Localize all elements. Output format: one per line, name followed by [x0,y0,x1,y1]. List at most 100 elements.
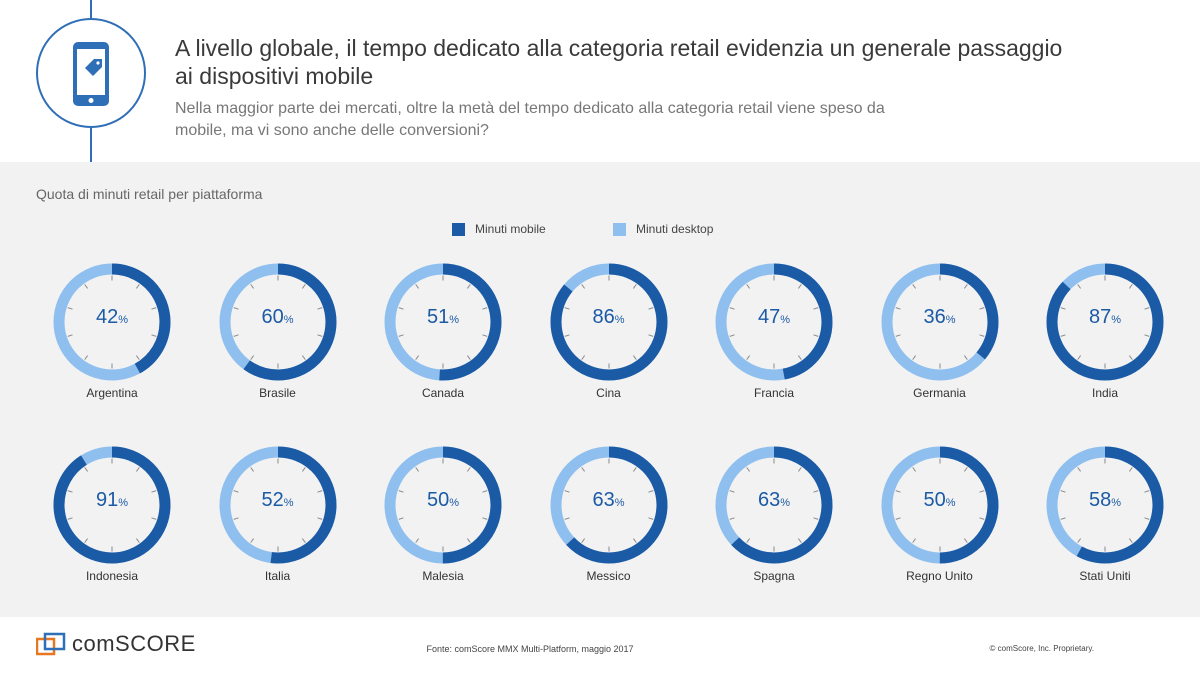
donut-unit: % [283,497,294,509]
tick-mark [963,538,968,543]
tick-mark [398,307,404,310]
donut-unit: % [614,314,625,326]
tick-mark [580,284,585,289]
mobile-shopping-tag-icon [36,18,146,128]
donut-value-label: 58% [1045,489,1165,512]
donut-spagna: 63% Spagna [714,445,834,595]
decorative-line [90,0,92,18]
tick-mark [466,284,471,289]
donut-cina: 86% Cina [549,262,669,412]
tick-mark [1077,284,1082,289]
tick-mark [729,334,735,337]
donut-country-label: Brasile [259,386,296,400]
donut-value: 50 [923,489,946,511]
tick-mark [564,307,570,310]
tick-mark [135,355,140,360]
tick-mark [482,334,488,337]
tick-mark [564,517,570,520]
donut-unit: % [449,314,460,326]
tick-mark [316,517,322,520]
tick-mark [647,517,653,520]
tick-mark [963,467,968,472]
tick-mark [233,307,239,310]
tick-mark [249,284,254,289]
tick-mark [482,490,488,493]
tick-mark [1077,538,1082,543]
chart-title: Quota di minuti retail per piattaforma [36,186,263,202]
donut-value: 91 [95,489,119,511]
donut-value: 36 [923,306,946,328]
tick-mark [84,538,89,543]
mobile-arc [550,446,667,564]
donut-indonesia: 91% Indonesia [52,445,172,595]
tick-mark [564,334,570,337]
donut-country-label: India [1091,386,1119,400]
tick-mark [67,490,73,493]
donut-value-label: 47% [714,306,834,329]
donut-canada: 51% Canada [383,262,503,412]
tick-mark [895,517,901,520]
tick-mark [580,467,585,472]
donut-value: 58 [1088,489,1112,511]
donut-value-label: 60% [218,306,338,329]
tick-mark [482,307,488,310]
mobile-arc [550,263,667,381]
tick-mark [564,490,570,493]
tick-mark [797,284,802,289]
tick-mark [647,307,653,310]
tick-mark [1144,517,1150,520]
tick-mark [151,334,157,337]
donut-value: 87 [1088,306,1112,328]
tick-mark [746,538,751,543]
donut-country-label: Italia [264,569,291,583]
tick-mark [978,490,984,493]
mobile-arc [384,446,502,564]
donut-unit: % [945,314,956,326]
donut-unit: % [1111,314,1122,326]
tick-mark [813,307,819,310]
donut-malesia: 50% Malesia [383,445,503,595]
tick-mark [415,284,420,289]
tick-mark [316,334,322,337]
tick-mark [249,355,254,360]
donut-germania: 36% Germania [880,262,1000,412]
tick-mark [301,284,306,289]
tick-mark [84,355,89,360]
tick-mark [632,538,637,543]
donut-country-label: Cina [596,386,621,400]
legend-label-mobile: Minuti mobile [475,222,546,236]
donut-value: 63 [592,489,615,511]
tick-mark [415,538,420,543]
donut-value: 60 [261,306,284,328]
tick-mark [963,284,968,289]
tick-mark [151,307,157,310]
tick-mark [978,517,984,520]
donut-value-label: 86% [549,306,669,329]
donut-regno-unito: 50% Regno Unito [880,445,1000,595]
tick-mark [580,355,585,360]
tick-mark [482,517,488,520]
page-subtitle: Nella maggior parte dei mercati, oltre l… [175,100,885,139]
donut-unit: % [283,314,294,326]
tick-mark [729,517,735,520]
donut-country-label: Regno Unito [906,569,973,583]
tick-mark [398,517,404,520]
tick-mark [466,355,471,360]
tick-mark [1077,355,1082,360]
tick-mark [1128,467,1133,472]
tick-mark [1060,307,1066,310]
donut-country-label: Germania [913,386,966,400]
donut-value: 51 [426,306,450,328]
tick-mark [1144,334,1150,337]
donut-value: 86 [592,306,615,328]
donut-value: 52 [261,489,284,511]
mobile-arc [881,446,998,564]
tick-mark [466,467,471,472]
tick-mark [415,355,420,360]
donut-country-label: Argentina [86,386,138,400]
donut-messico: 63% Messico [549,445,669,595]
tick-mark [1144,307,1150,310]
tick-mark [301,467,306,472]
donut-value: 47 [757,306,781,328]
donut-country-label: Spagna [753,569,795,583]
